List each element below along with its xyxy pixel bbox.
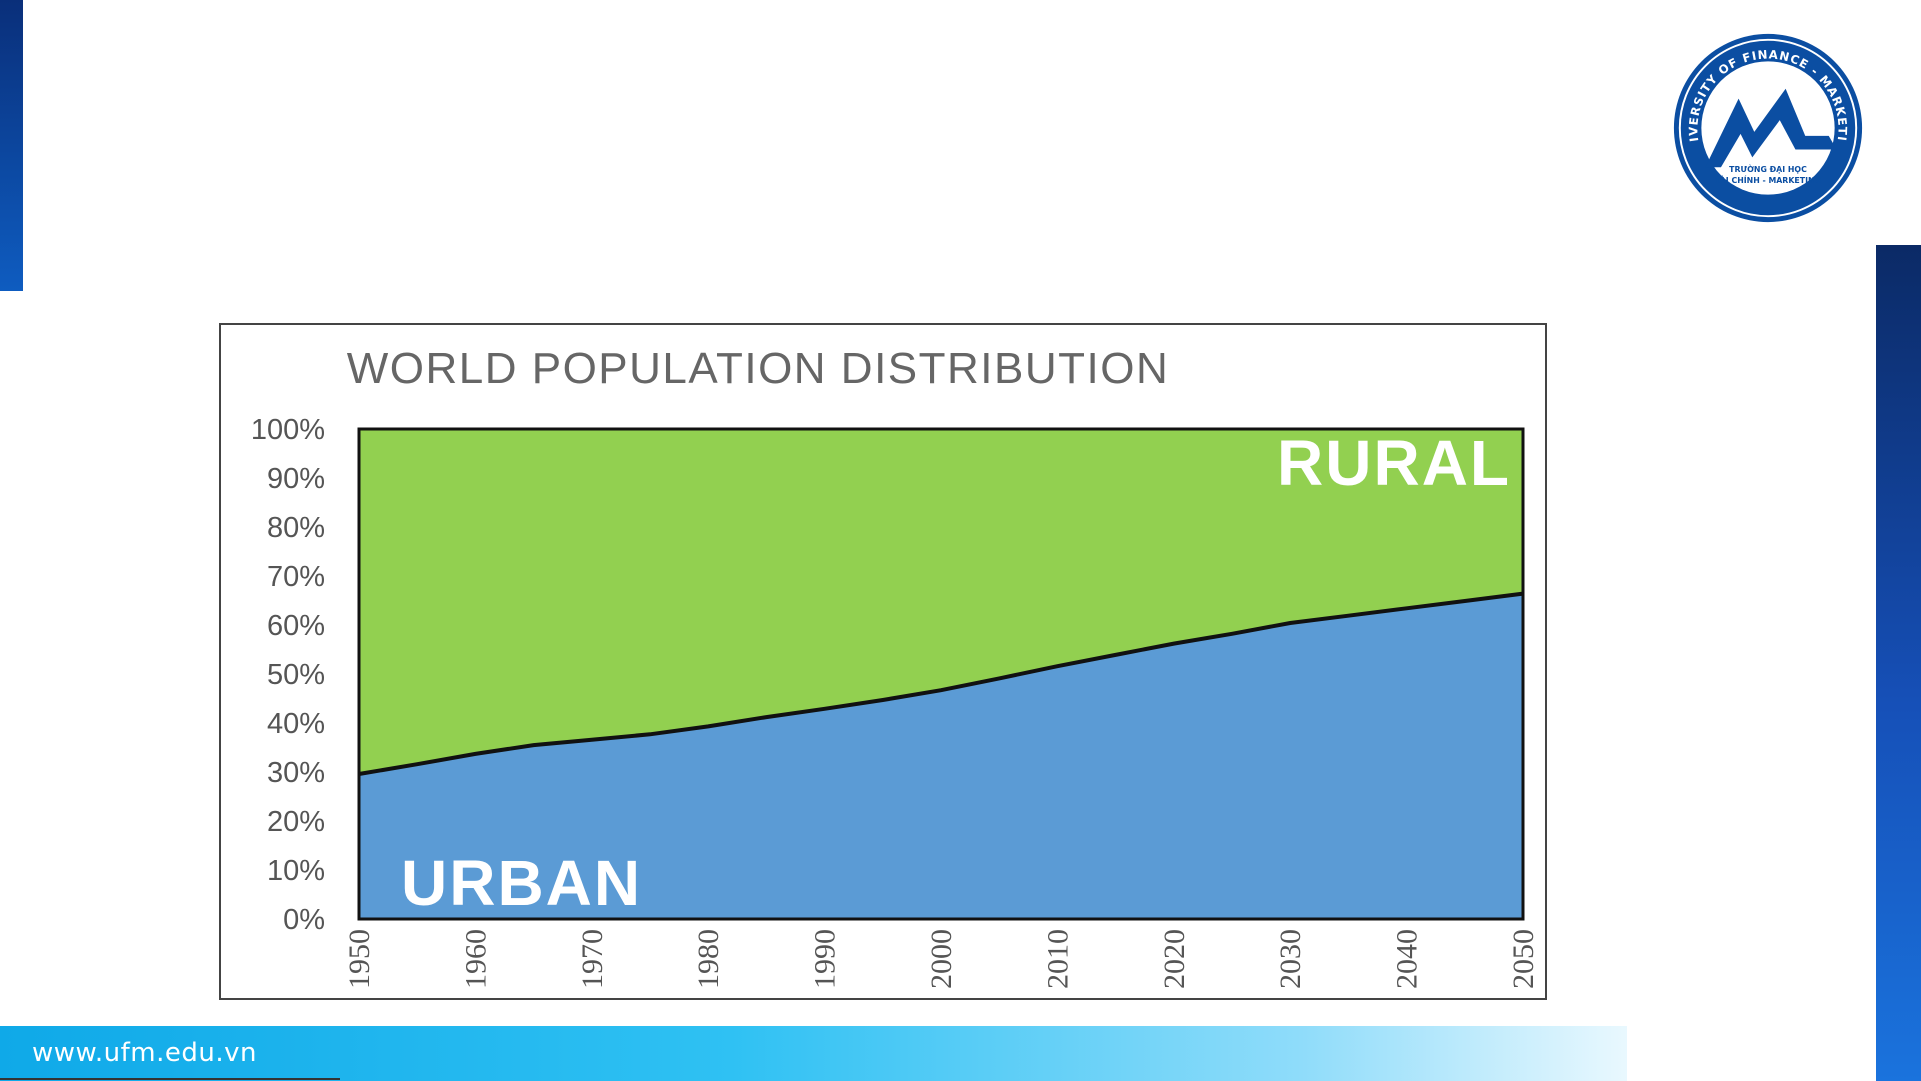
population-area-chart: WORLD POPULATION DISTRIBUTION 0% 10% 20% 30… [251, 344, 1540, 989]
x-tick-label: 1990 [809, 929, 842, 989]
series-labels: RURAL URBAN [401, 427, 1511, 919]
x-tick-label: 1950 [343, 929, 376, 989]
left-accent-bar [0, 0, 23, 291]
x-axis-ticks: 1950 1960 1970 1980 1990 2000 2010 2020 2030 2040… [343, 929, 1540, 989]
x-tick-label: 1960 [459, 929, 492, 989]
university-logo: UNIVERSITY OF FINANCE - MARKETING TRƯỜNG… [1670, 30, 1863, 223]
footer-bar [0, 1026, 1627, 1081]
y-tick-label: 80% [267, 512, 325, 544]
y-tick-label: 30% [267, 757, 325, 789]
right-accent-bar [1876, 245, 1921, 1081]
y-tick-label: 40% [267, 708, 325, 740]
x-tick-label: 2030 [1274, 929, 1307, 989]
x-tick-label: 1970 [576, 929, 609, 989]
y-tick-label: 70% [267, 561, 325, 593]
x-tick-label: 1980 [692, 929, 725, 989]
footer-divider [0, 1078, 340, 1080]
plot-border [357, 427, 1525, 921]
y-tick-label: 10% [267, 855, 325, 887]
y-axis-ticks: 0% 10% 20% 30% 40% 50% 60% 70% 80% 90% 100% [251, 414, 325, 936]
chart-frame: WORLD POPULATION DISTRIBUTION 0% 10% 20% 30… [219, 323, 1547, 1000]
x-tick-label: 2040 [1391, 929, 1424, 989]
urban-rural-boundary-line [358, 591, 1524, 776]
x-tick-label: 2020 [1158, 929, 1191, 989]
urban-area [359, 593, 1523, 919]
x-tick-label: 2000 [925, 929, 958, 989]
footer-url[interactable]: www.ufm.edu.vn [32, 1038, 258, 1068]
y-tick-label: 90% [267, 463, 325, 495]
x-tick-label: 2010 [1041, 929, 1074, 989]
y-tick-label: 100% [251, 414, 325, 446]
rural-series-label: RURAL [1277, 427, 1511, 499]
chart-title: WORLD POPULATION DISTRIBUTION [347, 344, 1170, 393]
x-tick-label: 2050 [1507, 929, 1540, 989]
y-tick-label: 50% [267, 659, 325, 691]
y-tick-label: 20% [267, 806, 325, 838]
logo-line2: TÀI CHÍNH - MARKETING [1715, 174, 1821, 185]
y-tick-label: 60% [267, 610, 325, 642]
logo-line1: TRƯỜNG ĐẠI HỌC [1729, 163, 1807, 174]
y-tick-label: 0% [283, 904, 325, 936]
urban-series-label: URBAN [401, 847, 642, 919]
plot-area [357, 427, 1525, 921]
